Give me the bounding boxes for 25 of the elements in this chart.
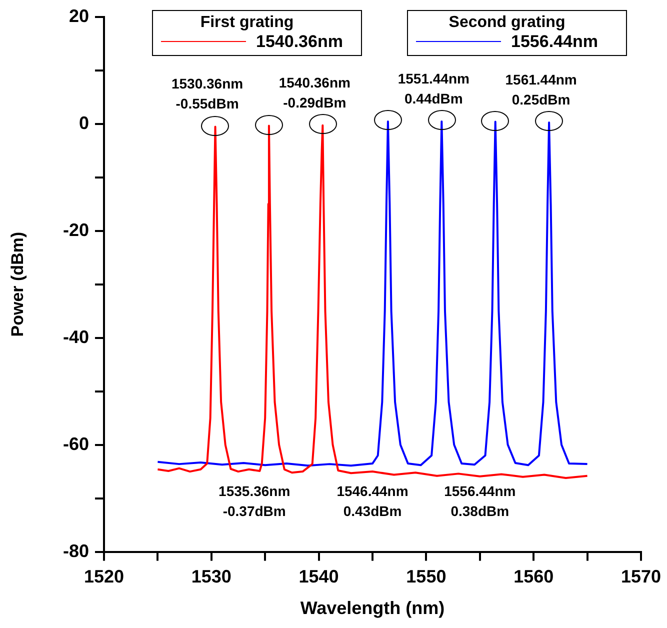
annotation: 1561.44nm 0.25dBm [505,71,577,108]
x-tick-label: 1540 [298,566,339,587]
y-tick-label: -40 [62,326,89,347]
y-axis-title: Power (dBm) [8,232,27,337]
annotation: 1546.44nm 0.43dBm [336,482,408,519]
annotation: 1556.44nm 0.38dBm [444,482,516,519]
y-tick-label: 0 [78,112,89,133]
annotation: 1551.44nm 0.44dBm [398,70,470,106]
legend-label: 1556.44nm [511,32,598,52]
annotation: 1535.36nm -0.37dBm [218,482,290,519]
annotation: First grating [199,14,295,32]
x-tick-label: 1560 [514,566,554,587]
annotation: Second grating [448,14,566,32]
annotation: 1530.36nm -0.55dBm [171,76,244,112]
y-tick-label: -20 [62,220,89,240]
legend-label: 1540.36nm [256,32,343,52]
x-tick-label: 1530 [191,566,232,587]
x-tick-label: 1520 [84,566,124,587]
y-tick-label: 20 [68,6,89,26]
annotation: 1540.36nm -0.29dBm [278,74,350,110]
y-tick-label: -60 [62,434,89,454]
x-tick-label: 1550 [406,566,446,587]
x-axis-title: Wavelength (nm) [300,598,445,618]
y-tick-label: -80 [62,540,89,561]
x-tick-label: 1570 [620,566,661,587]
